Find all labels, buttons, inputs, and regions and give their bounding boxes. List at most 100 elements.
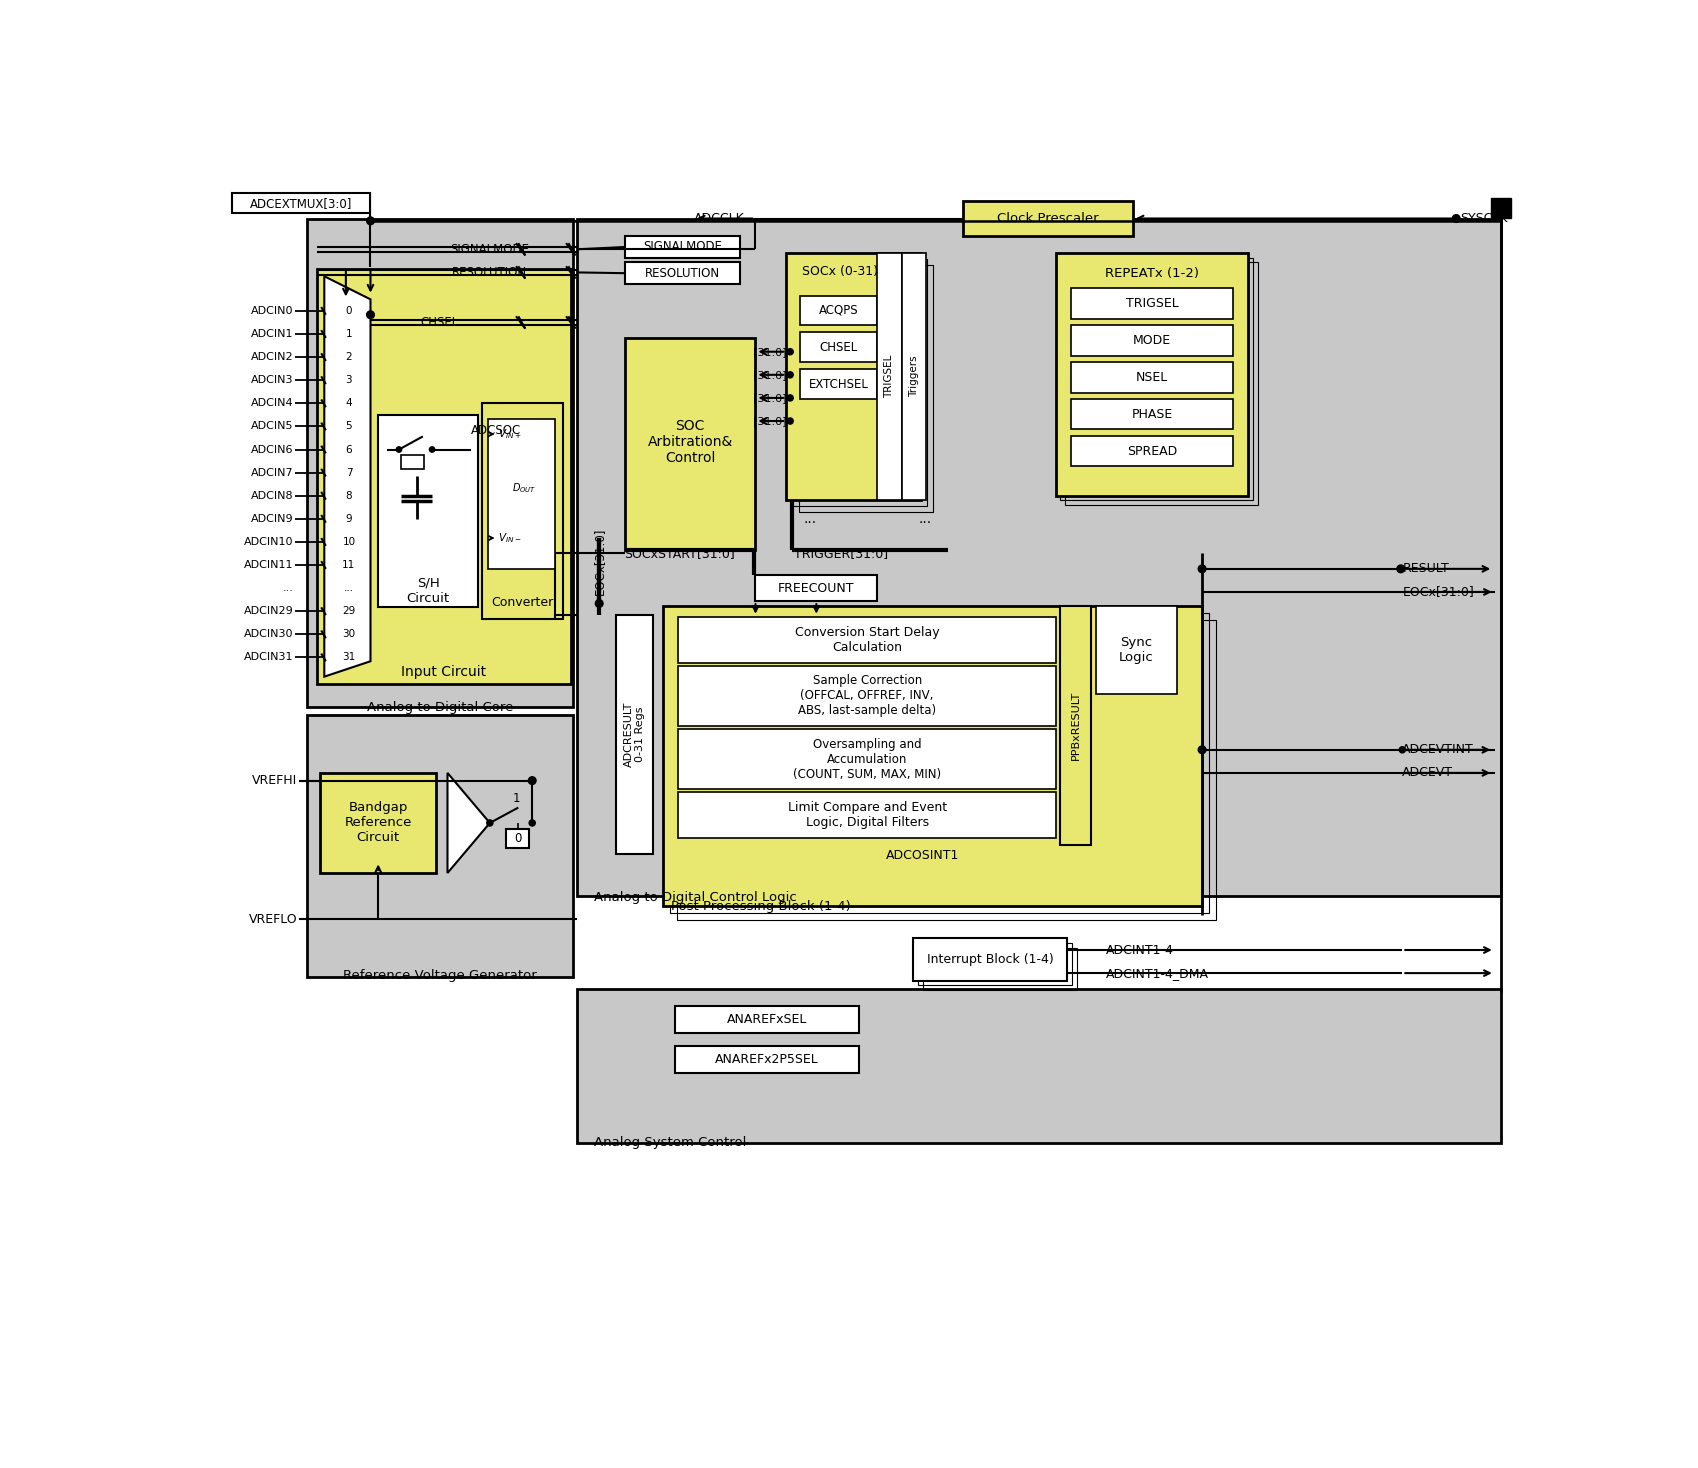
Text: ADCIN0: ADCIN0 <box>251 305 294 316</box>
Text: ADCINT1-4: ADCINT1-4 <box>1105 944 1173 957</box>
Bar <box>577 988 1501 1142</box>
Text: MODE: MODE <box>1133 333 1172 346</box>
Text: [31:0]: [31:0] <box>752 370 786 380</box>
Bar <box>963 201 1133 236</box>
Text: [31:0]: [31:0] <box>752 415 786 426</box>
Text: 31: 31 <box>343 652 355 662</box>
Text: ...: ... <box>282 583 294 593</box>
Text: Interrupt Block (1-4): Interrupt Block (1-4) <box>927 953 1054 966</box>
Bar <box>678 619 1216 920</box>
Bar <box>1095 606 1177 694</box>
Text: RESULT: RESULT <box>1403 562 1448 575</box>
Bar <box>902 252 927 499</box>
Text: CHSEL: CHSEL <box>421 316 458 329</box>
Text: EOCx[31:0]: EOCx[31:0] <box>593 527 606 595</box>
Text: Reference Voltage Generator: Reference Voltage Generator <box>343 969 537 982</box>
Text: 2: 2 <box>346 352 351 363</box>
Bar <box>487 418 555 570</box>
Circle shape <box>528 777 537 784</box>
Circle shape <box>530 821 535 826</box>
Text: Sample Correction
(OFFCAL, OFFREF, INV,
ABS, last-sample delta): Sample Correction (OFFCAL, OFFREF, INV, … <box>798 674 936 718</box>
Text: Triggers: Triggers <box>908 355 919 398</box>
Circle shape <box>396 446 402 452</box>
Text: Input Circuit: Input Circuit <box>401 665 486 680</box>
Bar <box>1056 252 1248 496</box>
Text: Converter: Converter <box>491 596 554 609</box>
Text: ADCCLK: ADCCLK <box>694 211 745 225</box>
Text: RESOLUTION: RESOLUTION <box>452 266 528 279</box>
Text: ADCRESULT
0-31 Regs: ADCRESULT 0-31 Regs <box>623 702 645 768</box>
Bar <box>482 404 564 619</box>
Text: ...: ... <box>919 512 932 526</box>
Text: 1: 1 <box>513 791 521 804</box>
Text: ADCIN30: ADCIN30 <box>245 630 294 639</box>
Text: ADCIN5: ADCIN5 <box>251 421 294 432</box>
Text: Analog to Digital Control Logic: Analog to Digital Control Logic <box>594 891 796 904</box>
Circle shape <box>1199 565 1206 573</box>
Text: Bandgap
Reference
Circuit: Bandgap Reference Circuit <box>345 802 413 844</box>
Text: 7: 7 <box>346 468 351 477</box>
Text: ANAREFx2P5SEL: ANAREFx2P5SEL <box>715 1053 818 1066</box>
Text: EXTCHSEL: EXTCHSEL <box>808 377 869 390</box>
Bar <box>793 260 927 505</box>
Bar <box>664 606 1202 906</box>
Text: ADCIN6: ADCIN6 <box>251 445 294 455</box>
Bar <box>1065 263 1258 505</box>
Bar <box>679 730 1056 790</box>
Text: ACQPS: ACQPS <box>818 304 859 317</box>
Circle shape <box>1199 746 1206 753</box>
Text: ADCEVT: ADCEVT <box>1403 766 1453 780</box>
Text: Post Processing Block (1-4): Post Processing Block (1-4) <box>671 900 851 913</box>
Text: 0: 0 <box>514 832 521 846</box>
Bar <box>914 938 1068 981</box>
Text: ADCIN9: ADCIN9 <box>251 514 294 524</box>
Bar <box>1071 324 1233 355</box>
Text: SIGNALMODE: SIGNALMODE <box>450 242 530 255</box>
Bar <box>679 793 1056 838</box>
Text: Sync
Logic: Sync Logic <box>1119 636 1153 664</box>
Bar <box>307 219 572 708</box>
Bar <box>1061 258 1253 501</box>
Text: ADCIN29: ADCIN29 <box>245 606 294 617</box>
Text: PPBxRESULT: PPBxRESULT <box>1071 690 1082 760</box>
Polygon shape <box>448 774 489 873</box>
Text: ADCIN7: ADCIN7 <box>251 468 294 477</box>
Text: Limit Compare and Event
Logic, Digital Filters: Limit Compare and Event Logic, Digital F… <box>788 802 947 829</box>
Text: REPEATx (1-2): REPEATx (1-2) <box>1105 267 1199 280</box>
Circle shape <box>367 217 374 225</box>
Circle shape <box>487 821 492 826</box>
Text: ADCIN8: ADCIN8 <box>251 490 294 501</box>
Circle shape <box>788 371 793 377</box>
Text: ...: ... <box>345 583 353 593</box>
Text: SOCxSTART[31:0]: SOCxSTART[31:0] <box>625 548 735 559</box>
Bar <box>625 338 756 549</box>
Text: 10: 10 <box>343 537 355 548</box>
Bar <box>878 252 902 499</box>
Text: ...: ... <box>803 512 817 526</box>
Text: VREFLO: VREFLO <box>248 913 297 926</box>
Bar <box>625 263 740 283</box>
Text: TRIGGER[31:0]: TRIGGER[31:0] <box>795 548 888 559</box>
Bar <box>379 415 479 608</box>
Bar <box>674 1006 859 1033</box>
Bar <box>1071 399 1233 430</box>
Text: ADCIN31: ADCIN31 <box>245 652 294 662</box>
Bar <box>1071 361 1233 392</box>
Bar <box>756 575 878 602</box>
Text: ADCSOC: ADCSOC <box>470 424 521 437</box>
Text: 29: 29 <box>343 606 355 617</box>
Bar <box>316 269 571 684</box>
Bar <box>616 615 654 854</box>
Bar <box>800 370 878 399</box>
Bar <box>800 295 878 324</box>
Text: Analog to Digital Core: Analog to Digital Core <box>367 702 513 715</box>
Text: ADCEXTMUX[3:0]: ADCEXTMUX[3:0] <box>250 197 353 210</box>
Bar <box>321 774 436 873</box>
Text: TRIGSEL: TRIGSEL <box>885 355 895 398</box>
Text: Clock Prescaler: Clock Prescaler <box>997 211 1099 225</box>
Bar <box>625 236 740 258</box>
Bar <box>233 194 370 213</box>
Bar <box>798 266 934 512</box>
Bar <box>1071 436 1233 467</box>
Text: 11: 11 <box>343 559 355 570</box>
